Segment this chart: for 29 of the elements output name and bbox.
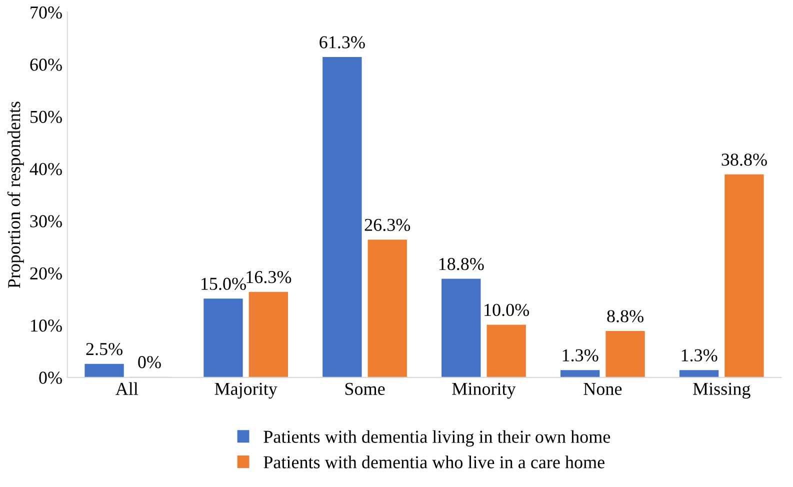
x-tick-label: Some [345, 382, 385, 395]
data-label: 1.3% [562, 349, 598, 362]
data-label: 0% [138, 356, 161, 368]
data-label: 1.3% [682, 349, 718, 362]
x-tick-label: Majority [214, 382, 278, 399]
y-tick-label: 0% [39, 372, 62, 384]
y-tick-label: 50% [30, 110, 62, 124]
data-label: 61.3% [320, 36, 365, 48]
y-tick-label: 70% [30, 6, 62, 19]
y-axis-title: Proportion of respondents [7, 102, 24, 288]
y-tick-label: 10% [31, 320, 62, 332]
legend-label: Patients with dementia living in their own home [264, 430, 610, 447]
legend-label: Patients with dementia who live in a care home [264, 456, 604, 468]
x-tick-label: All [116, 382, 138, 395]
data-label: 38.8% [722, 154, 767, 166]
data-label: 2.5% [86, 342, 122, 356]
data-label: 8.8% [607, 310, 644, 322]
y-tick-label: 60% [30, 58, 62, 71]
x-tick-label: Minority [452, 382, 516, 399]
data-label: 26.3% [364, 218, 410, 232]
x-tick-label: Missing [693, 382, 750, 399]
y-tick-label: 20% [30, 267, 62, 280]
y-tick-label: 40% [30, 162, 62, 176]
data-label: 10.0% [484, 304, 530, 316]
data-label: 16.3% [246, 270, 292, 284]
data-label: 15.0% [202, 278, 246, 290]
data-label: 18.8% [439, 258, 484, 270]
y-tick-label: 30% [30, 215, 62, 228]
x-tick-label: None [584, 382, 622, 395]
